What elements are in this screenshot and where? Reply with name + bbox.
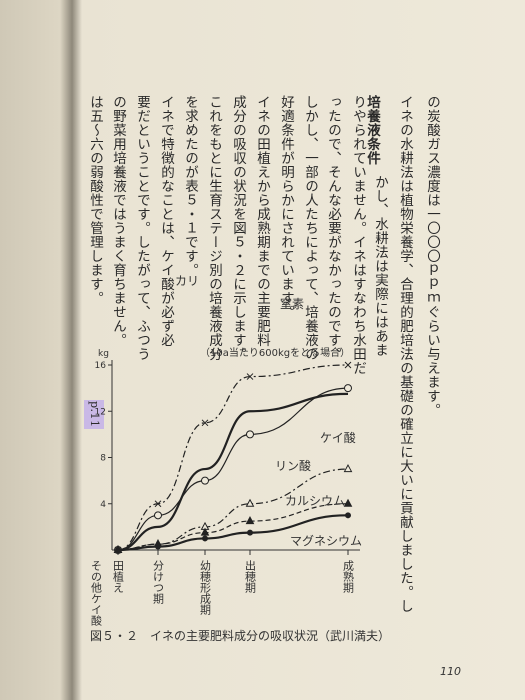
marker <box>155 543 161 550</box>
text-column: の野菜用培養液ではうまく育ちません。 <box>110 95 126 347</box>
y-tick-label: 4 <box>100 500 106 510</box>
text-column: イネで特徴的なことは、ケイ酸が必ず必 <box>158 95 174 347</box>
x-tick-label: 分けつ期 <box>152 560 165 605</box>
text-column: これをもとに生育ステージ別の培養液成分 <box>206 95 222 361</box>
marker <box>154 500 162 508</box>
x-tick-label: 出穂期 <box>244 559 257 594</box>
marker <box>343 498 353 507</box>
text-column: 成分の吸収の状況を図５・２に示します。 <box>230 95 246 361</box>
page-number: 110 <box>440 665 461 678</box>
text-column: 好適条件が明らかにされています。 <box>278 95 294 319</box>
caption: 図５・２ イネの主要肥料成分の吸収状況（武川満夫） <box>90 628 390 643</box>
text-column: りやられていません。イネはすなわち水田だ <box>350 95 366 375</box>
series-label: 窒素 <box>280 296 304 311</box>
marker <box>115 547 121 553</box>
text-column: ったので、そんな必要がなかったのです。 <box>325 95 341 361</box>
series-label: マグネシウム <box>290 534 362 548</box>
marker <box>247 529 253 536</box>
marker <box>245 516 255 525</box>
series-line <box>117 364 349 551</box>
figure-note: （10a当たり600kgをとる場合） <box>200 346 350 359</box>
text-column: しかし、一部の人たちによって、培養液の <box>302 95 318 361</box>
marker <box>343 464 353 473</box>
marker <box>200 527 210 536</box>
text-column: を求めたのが表５・１です。 <box>182 95 198 277</box>
marker <box>154 511 162 520</box>
marker <box>345 512 351 519</box>
series-line <box>117 387 349 551</box>
y-tick-label: 12 <box>95 407 106 417</box>
marker <box>201 476 209 485</box>
x-tick-label: 田植え <box>112 560 125 593</box>
page-ref[interactable]: p.11 <box>84 400 104 429</box>
text-column: の炭酸ガス濃度は一〇〇〇ｐｐｍぐらい与えます。 <box>424 95 440 417</box>
marker <box>246 373 254 380</box>
text-column: かし、水耕法は実際にはあま <box>372 175 388 357</box>
marker <box>202 535 208 542</box>
other-label: その他ケイ酸 <box>90 560 103 627</box>
series-label: ケイ酸 <box>320 430 356 445</box>
series-line <box>117 514 349 552</box>
series-line <box>117 392 349 552</box>
series-label: カルシウム <box>285 494 345 508</box>
y-unit: kg <box>98 349 109 359</box>
marker <box>246 430 254 439</box>
x-tick-label: 成熟期 <box>342 560 355 594</box>
series-label: カリ <box>175 274 199 288</box>
marker <box>201 419 209 427</box>
y-tick-label: 8 <box>100 454 106 464</box>
text-column: イネの水耕法は植物栄養学、合理的肥培法の基礎の確立に大いに貢献しました。し <box>397 95 413 613</box>
y-tick-label: 16 <box>95 361 107 371</box>
marker <box>245 498 255 507</box>
text-column: は五～六の弱酸性で管理します。 <box>87 95 103 305</box>
text-column: イネの田植えから成熟期までの主要肥料 <box>254 95 270 347</box>
series-label: リン酸 <box>275 458 311 473</box>
marker <box>344 384 352 393</box>
marker <box>344 361 352 369</box>
text-column: 要だということです。したがって、ふつう <box>134 95 150 361</box>
x-tick-label: 幼穂形成期 <box>199 560 212 616</box>
heading: 培養液条件 <box>364 95 380 165</box>
